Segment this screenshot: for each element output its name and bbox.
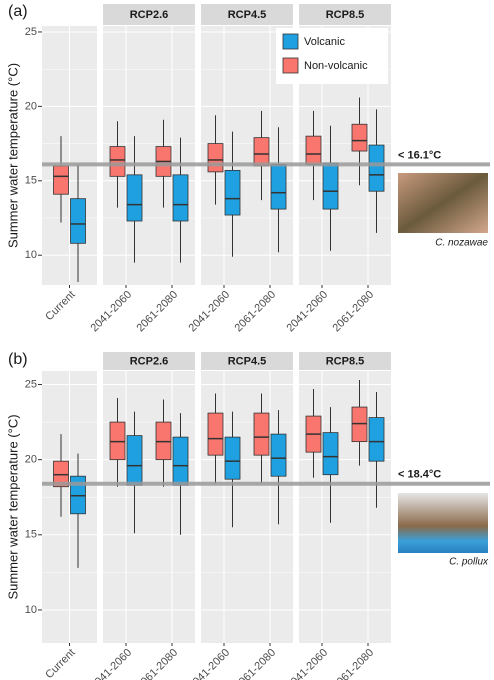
box — [351, 406, 368, 443]
photo-caption: C. nozawae — [435, 238, 488, 249]
box — [368, 417, 385, 462]
threshold-label: < 18.4°C — [398, 469, 441, 481]
species-photo — [398, 493, 488, 553]
box — [322, 162, 339, 210]
facet-strip-label: RCP2.6 — [130, 9, 169, 21]
species-photo — [398, 173, 488, 233]
facet-strip — [103, 4, 195, 25]
y-tick-label: 10 — [25, 604, 37, 616]
legend-label: Volcanic — [304, 36, 345, 48]
box — [351, 123, 368, 152]
y-tick-label: 10 — [25, 249, 37, 261]
y-axis-label: Summer water temperature (°C) — [5, 414, 20, 599]
threshold-label: < 16.1°C — [398, 149, 441, 161]
box — [270, 433, 287, 477]
box — [322, 432, 339, 476]
box — [253, 412, 270, 456]
facet-strip-label: RCP4.5 — [228, 9, 267, 21]
facet-strip — [103, 352, 195, 370]
box — [70, 198, 86, 244]
x-tick-label: 2061-2080 — [232, 289, 278, 335]
x-tick-label: 2061-2080 — [134, 647, 180, 680]
facet-panel — [201, 371, 293, 643]
box — [109, 146, 126, 177]
facet-strip — [299, 4, 391, 25]
box — [224, 436, 241, 480]
x-tick-label: 2041-2060 — [186, 289, 232, 335]
x-tick-label: 2041-2060 — [284, 647, 330, 680]
box — [270, 164, 287, 210]
y-tick-label: 15 — [25, 175, 37, 187]
facet-strip-label: RCP2.6 — [130, 355, 169, 367]
y-tick-label: 25 — [25, 26, 37, 38]
x-tick-label: 2041-2060 — [88, 289, 134, 335]
x-tick-label: Current — [43, 289, 77, 323]
x-tick-label: 2061-2080 — [330, 289, 376, 335]
x-tick-label: 2061-2080 — [134, 289, 180, 335]
y-tick-label: 15 — [25, 529, 37, 541]
box — [172, 436, 189, 486]
facet-strip-label: RCP8.5 — [326, 355, 365, 367]
x-tick-label: 2041-2060 — [284, 289, 330, 335]
x-tick-label: Current — [43, 647, 77, 680]
x-tick-label: 2061-2080 — [330, 647, 376, 680]
facet-strip — [201, 352, 293, 370]
facet-strip — [201, 4, 293, 25]
x-tick-label: 2061-2080 — [232, 647, 278, 680]
box — [126, 435, 143, 486]
y-tick-label: 20 — [25, 454, 37, 466]
panel-label: (a) — [8, 3, 28, 20]
y-axis-label: Summer water temperature (°C) — [5, 63, 20, 248]
y-tick-label: 20 — [25, 100, 37, 112]
legend-key — [282, 33, 299, 50]
facet-strip-label: RCP8.5 — [326, 9, 365, 21]
box — [368, 144, 385, 192]
box — [207, 412, 224, 456]
legend-key — [282, 57, 299, 74]
box — [155, 421, 172, 461]
y-tick-label: 25 — [25, 378, 37, 390]
box — [53, 165, 69, 195]
facet-strip-label: RCP4.5 — [228, 355, 267, 367]
box — [109, 421, 126, 461]
x-tick-label: 2041-2060 — [88, 647, 134, 680]
box — [126, 174, 143, 222]
box — [253, 137, 270, 167]
x-tick-label: 2041-2060 — [186, 647, 232, 680]
box — [53, 460, 69, 488]
facet-panel — [299, 371, 391, 643]
box — [207, 143, 224, 173]
facet-strip — [299, 352, 391, 370]
photo-caption: C. pollux — [449, 557, 489, 568]
panel-label: (b) — [8, 351, 28, 368]
box — [224, 169, 241, 216]
legend-label: Non-volcanic — [304, 60, 368, 72]
box — [172, 174, 189, 222]
facet-panel — [103, 371, 195, 643]
box — [305, 135, 322, 165]
